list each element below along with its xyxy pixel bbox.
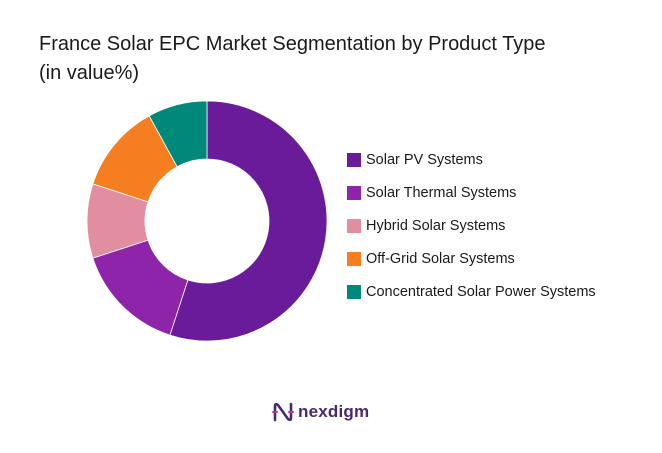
legend-label: Off-Grid Solar Systems xyxy=(366,250,515,267)
chart-title-line-2: (in value%) xyxy=(39,62,140,84)
legend-label: Hybrid Solar Systems xyxy=(366,217,506,234)
legend-swatch xyxy=(347,218,361,233)
chart-title-line-1: France Solar EPC Market Segmentation by … xyxy=(39,33,546,55)
legend-label: Solar Thermal Systems xyxy=(366,184,517,201)
donut-slice-solar-thermal-systems xyxy=(92,239,189,336)
legend-swatch xyxy=(347,185,361,200)
legend-swatch xyxy=(347,152,361,167)
donut-slice-solar-pv-systems xyxy=(169,100,328,342)
legend-item-off-grid: Off-Grid Solar Systems xyxy=(347,242,596,275)
legend-swatch xyxy=(347,284,361,299)
legend-item-solar-pv: Solar PV Systems xyxy=(347,143,596,176)
legend-label: Concentrated Solar Power Systems xyxy=(366,283,596,300)
legend-item-solar-thermal: Solar Thermal Systems xyxy=(347,176,596,209)
nexdigm-logo-icon xyxy=(272,402,294,422)
donut-slice-concentrated-solar-power-systems xyxy=(148,100,208,168)
legend-swatch xyxy=(347,251,361,266)
chart-legend: Solar PV Systems Solar Thermal Systems H… xyxy=(347,143,596,308)
legend-label: Solar PV Systems xyxy=(366,151,483,168)
brand-name: nexdigm xyxy=(298,402,370,421)
chart-title: France Solar EPC Market Segmentation by … xyxy=(39,30,639,88)
brand-logo: nexdigm xyxy=(272,400,369,424)
legend-item-concentrated-solar: Concentrated Solar Power Systems xyxy=(347,275,596,308)
legend-item-hybrid-solar: Hybrid Solar Systems xyxy=(347,209,596,242)
